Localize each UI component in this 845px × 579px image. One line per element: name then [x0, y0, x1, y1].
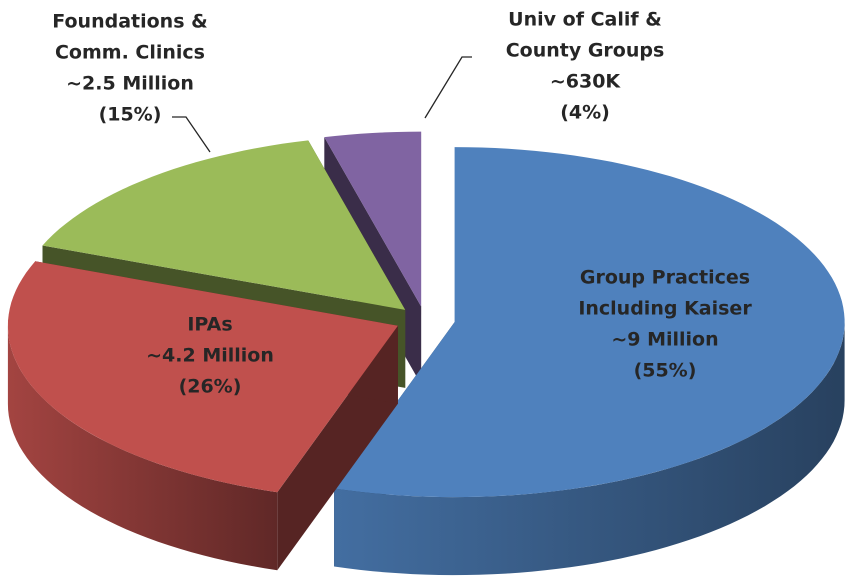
- labels: Group Practices Including Kaiser ~9 Millio…: [52, 9, 752, 398]
- slice-label: (4%): [560, 102, 610, 124]
- slice-label: IPAs: [187, 314, 232, 336]
- slice-label: Group Practices: [580, 267, 750, 289]
- leader-line: [424, 56, 472, 119]
- slice-label: Univ of Calif &: [508, 9, 662, 31]
- leader-line: [172, 116, 211, 153]
- slice: [7, 261, 398, 571]
- slice-top: [7, 261, 398, 493]
- slice-label: ~4.2 Million: [146, 345, 274, 367]
- slice-label: County Groups: [506, 40, 665, 62]
- slice: [334, 147, 845, 576]
- slice-wall: [334, 322, 845, 576]
- slice-top: [324, 131, 422, 307]
- pie: [7, 131, 845, 576]
- slice-top: [42, 140, 406, 310]
- slice-top: [334, 147, 845, 498]
- slice-label: ~630K: [550, 71, 622, 93]
- slice-label: ~2.5 Million: [66, 73, 194, 95]
- slice-label: Foundations &: [52, 11, 207, 33]
- slice-label: (15%): [99, 104, 162, 126]
- slice-wall: [7, 325, 278, 571]
- slice-label: Including Kaiser: [578, 298, 752, 320]
- slice-label: (55%): [634, 360, 697, 382]
- slice-label: Comm. Clinics: [55, 42, 205, 64]
- slice-label: (26%): [179, 376, 242, 398]
- slice-label: ~9 Million: [611, 329, 718, 351]
